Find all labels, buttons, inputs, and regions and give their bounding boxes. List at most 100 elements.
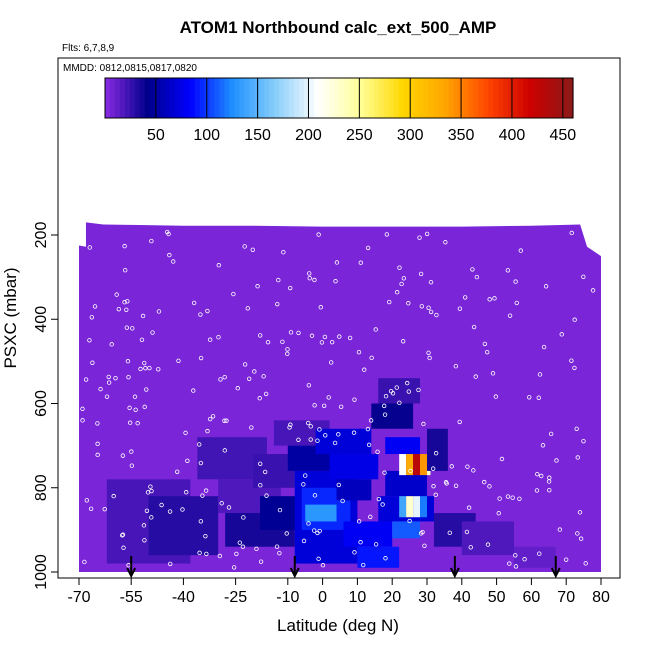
- sample-point: [114, 292, 119, 297]
- sample-point: [518, 248, 524, 253]
- colorbar-segment: [548, 78, 554, 118]
- colorbar-segment: [448, 78, 455, 118]
- sample-point: [312, 277, 317, 283]
- sample-point: [257, 396, 262, 401]
- sample-point: [205, 428, 210, 434]
- colorbar-segment: [468, 78, 475, 118]
- sample-point: [167, 509, 173, 514]
- sample-point: [142, 360, 147, 366]
- sample-point: [510, 495, 515, 500]
- sample-point: [548, 431, 554, 437]
- sample-point: [351, 430, 357, 435]
- sample-point: [453, 483, 459, 488]
- colorbar-segment: [413, 78, 420, 118]
- sample-point: [358, 540, 363, 545]
- x-tick-label: -10: [276, 589, 299, 606]
- sample-point: [148, 484, 153, 489]
- y-tick-label: 400: [33, 306, 50, 333]
- colorbar-segment: [443, 78, 450, 118]
- sample-point: [381, 403, 387, 409]
- sample-point: [507, 313, 513, 318]
- colorbar-segment: [334, 78, 340, 118]
- sample-point: [397, 265, 402, 270]
- sample-point: [416, 387, 421, 393]
- y-tick-label: 200: [33, 222, 50, 249]
- sample-point: [285, 351, 290, 357]
- colorbar-segment: [463, 78, 470, 118]
- sample-point: [254, 546, 259, 552]
- sample-point: [263, 391, 269, 397]
- sample-point: [326, 395, 331, 400]
- sample-point: [554, 458, 559, 463]
- sample-point: [590, 288, 596, 293]
- colorbar-tick-label: 200: [295, 127, 322, 144]
- sample-point: [468, 545, 473, 550]
- colorbar-segment: [373, 78, 380, 118]
- heatmap-cell: [406, 496, 414, 518]
- sample-point: [307, 271, 312, 276]
- sample-point: [499, 456, 505, 462]
- sample-point: [507, 561, 512, 566]
- sample-point: [198, 355, 204, 361]
- sample-point: [535, 471, 540, 477]
- sample-point: [296, 330, 301, 336]
- sample-point: [316, 232, 321, 237]
- sample-point: [366, 442, 372, 448]
- colorbar-segment: [483, 78, 489, 118]
- sample-point: [198, 312, 203, 317]
- colorbar-segment: [329, 78, 335, 118]
- sample-point: [89, 315, 95, 320]
- colorbar-segment: [508, 78, 514, 118]
- colorbar-segment: [229, 78, 236, 118]
- sample-point: [514, 300, 519, 306]
- sample-point: [92, 304, 98, 309]
- sample-point: [288, 330, 294, 335]
- sample-point: [303, 473, 308, 478]
- sample-point: [159, 502, 164, 508]
- sample-point: [141, 523, 147, 528]
- dates-note: MMDD: 0812,0815,0817,0820: [63, 63, 197, 74]
- sample-point: [124, 325, 130, 330]
- sample-point: [312, 528, 317, 533]
- sample-point: [258, 461, 263, 466]
- sample-point: [543, 284, 549, 289]
- sample-point: [485, 542, 491, 547]
- colorbar-segment: [154, 78, 161, 118]
- x-tick-label: 20: [383, 589, 401, 606]
- sample-point: [426, 350, 431, 355]
- sample-point: [449, 464, 454, 469]
- sample-point: [572, 317, 577, 322]
- colorbar-segment: [219, 78, 226, 118]
- colorbar-segment: [358, 78, 365, 118]
- sample-point: [323, 433, 328, 438]
- sample-point: [581, 438, 586, 444]
- heatmap-cell: [461, 521, 514, 556]
- sample-point: [473, 374, 478, 379]
- colorbar-segment: [353, 78, 360, 118]
- sample-point: [264, 493, 269, 498]
- heatmap-cell: [514, 546, 556, 568]
- colorbar-tick-label: 450: [549, 127, 576, 144]
- sample-point: [205, 308, 210, 314]
- sample-point: [217, 553, 223, 559]
- colorbar-segment: [518, 78, 524, 118]
- colorbar-segment: [249, 78, 255, 118]
- sample-point: [132, 394, 138, 399]
- sample-point: [382, 412, 388, 417]
- sample-point: [242, 244, 247, 249]
- sample-point: [102, 506, 107, 512]
- sample-point: [336, 432, 341, 437]
- sample-point: [262, 469, 268, 475]
- x-tick-label: -55: [120, 589, 143, 606]
- sample-point: [184, 490, 189, 495]
- sample-point: [122, 243, 127, 249]
- sample-point: [308, 424, 313, 429]
- sample-point: [406, 301, 411, 306]
- colorbar-segment: [478, 78, 484, 118]
- colorbar-segment: [558, 78, 564, 118]
- x-tick-label: 0: [318, 589, 327, 606]
- sample-point: [470, 267, 475, 272]
- sample-point: [143, 365, 148, 371]
- sample-point: [383, 556, 388, 561]
- sample-point: [433, 492, 438, 498]
